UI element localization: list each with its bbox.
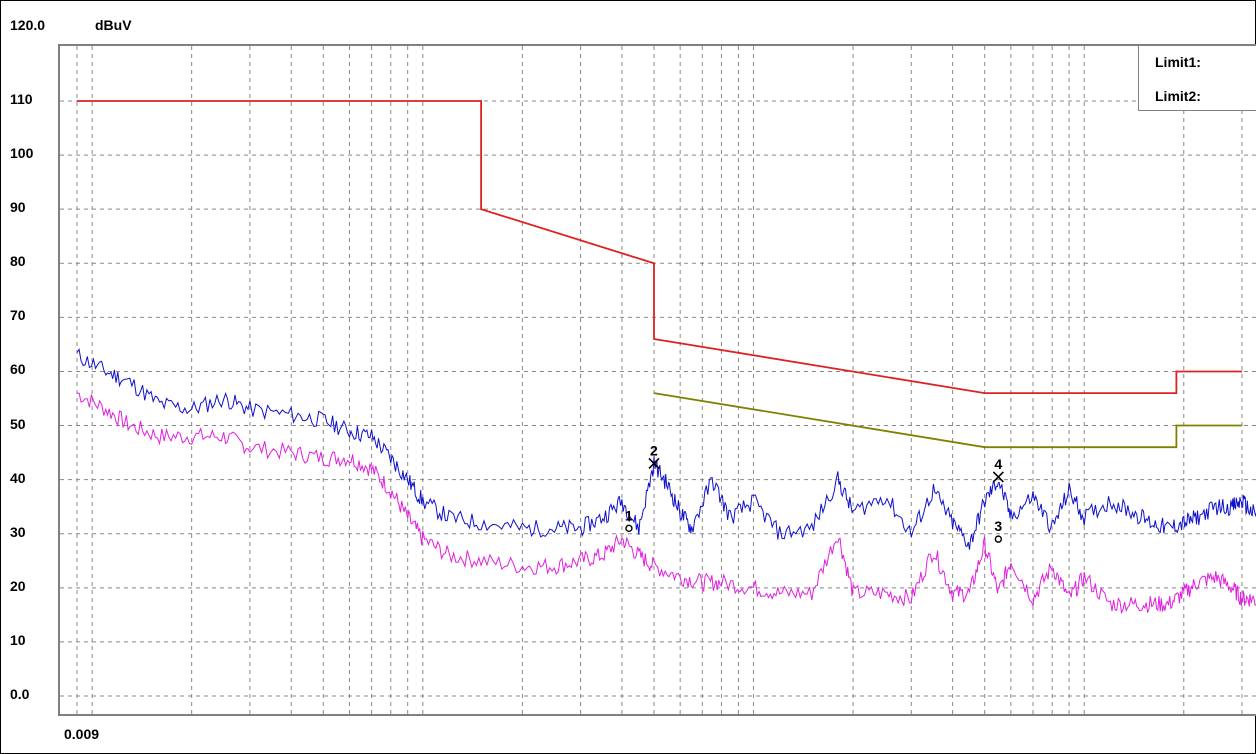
- y-unit-label: dBuV: [95, 17, 132, 33]
- y-top-label: 120.0: [10, 17, 46, 33]
- legend-limit1: Limit1:: [1155, 54, 1201, 70]
- y-tick-label: 0.0: [10, 686, 30, 702]
- legend-limit2: Limit2:: [1155, 88, 1201, 104]
- marker-o-1: [625, 524, 633, 533]
- y-tick-label: 50: [10, 415, 26, 432]
- y-tick-label: 70: [10, 307, 26, 324]
- y-tick-label: 110: [10, 91, 33, 107]
- marker-label-1: 1: [625, 507, 633, 523]
- y-tick-label: 100: [10, 145, 34, 162]
- marker-label-4: 4: [994, 456, 1002, 472]
- y-tick-label: 10: [10, 631, 26, 648]
- peak-trace: [76, 348, 1256, 550]
- marker-label-2: 2: [650, 442, 658, 458]
- plot-area: 1 2 3 4: [58, 44, 1256, 718]
- y-tick-label: 90: [10, 199, 26, 216]
- limit1-line: [77, 100, 1242, 395]
- marker-x-4: [992, 471, 1004, 483]
- legend: Limit1: Limit2:: [1138, 46, 1256, 111]
- marker-x-2: [648, 457, 660, 469]
- marker-o-3: [994, 535, 1003, 543]
- y-tick-label: 40: [10, 469, 26, 486]
- limit2-line: [653, 392, 1242, 449]
- y-tick-label: 30: [10, 523, 26, 540]
- average-trace: [76, 392, 1256, 615]
- x-start-label: 0.009: [64, 726, 100, 742]
- y-tick-label: 80: [10, 253, 26, 270]
- y-tick-label: 20: [10, 577, 26, 594]
- y-tick-label: 60: [10, 361, 26, 378]
- marker-label-3: 3: [994, 518, 1002, 534]
- chart-svg: 1 2 3 4: [60, 46, 1256, 718]
